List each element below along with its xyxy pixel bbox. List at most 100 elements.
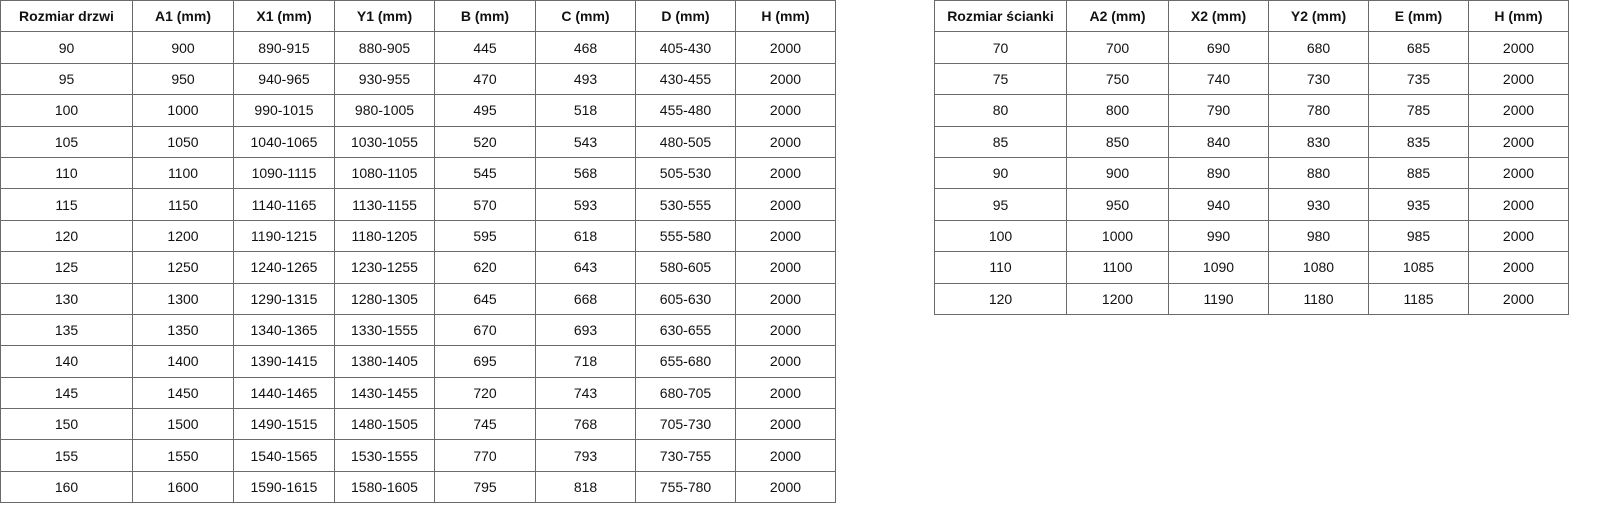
table-cell: 2000 (735, 31, 836, 64)
table-row: 95 950 940 930 935 2000 (934, 188, 1569, 221)
table-cell: 1085 (1368, 251, 1469, 284)
table-cell: 1380-1405 (334, 345, 435, 378)
table-row: 150 1500 1490-1515 1480-1505 745 768 705-730 20… (0, 408, 836, 441)
table-cell: 1300 (132, 282, 234, 315)
table-cell: 1140-1165 (233, 188, 335, 221)
table-cell: 655-680 (635, 345, 736, 378)
table-cell: 768 (535, 408, 636, 441)
table-cell: 1040-1065 (233, 125, 335, 158)
table-cell: 880 (1268, 156, 1369, 190)
table-cell: 2000 (1468, 125, 1569, 158)
table-cell: 1030-1055 (334, 125, 435, 158)
table-cell: 830 (1268, 125, 1369, 158)
table-cell: 445 (434, 31, 536, 64)
table-cell: 695 (434, 345, 536, 378)
table-cell: 110 (934, 251, 1067, 284)
table-cell: 530-555 (635, 188, 736, 221)
table-cell: 2000 (1468, 188, 1569, 221)
table-cell: 750 (1066, 62, 1169, 96)
table-cell: 1600 (132, 470, 234, 504)
table-cell: 1100 (132, 156, 234, 190)
table-cell: 1185 (1368, 282, 1469, 315)
table-cell: 1190 (1168, 282, 1269, 315)
table-cell: 743 (535, 376, 636, 410)
table-cell: 1540-1565 (233, 439, 335, 472)
table-row: 110 1100 1090-1115 1080-1105 545 568 505-530 20… (0, 156, 836, 190)
table-cell: 980-1005 (334, 94, 435, 127)
table-row: 95 950 940-965 930-955 470 493 430-455 2000 (0, 62, 836, 96)
table-row: 100 1000 990-1015 980-1005 495 518 455-480 2000 (0, 94, 836, 127)
table-cell: 1090-1115 (233, 156, 335, 190)
table-cell: 1550 (132, 439, 234, 472)
column-header: D (mm) (635, 0, 736, 33)
table-cell: 110 (0, 156, 133, 190)
column-header: A2 (mm) (1066, 0, 1169, 33)
table-cell: 1230-1255 (334, 251, 435, 284)
table-cell: 2000 (1468, 62, 1569, 96)
table-cell: 480-505 (635, 125, 736, 158)
table-cell: 890-915 (233, 31, 335, 64)
table-cell: 115 (0, 188, 133, 221)
table-cell: 2000 (735, 251, 836, 284)
table-cell: 935 (1368, 188, 1469, 221)
column-header: C (mm) (535, 0, 636, 33)
table-header-row: Rozmiar ścianki A2 (mm) X2 (mm) Y2 (mm) E (m… (934, 0, 1569, 33)
table-row: 105 1050 1040-1065 1030-1055 520 543 480-505 20… (0, 125, 836, 158)
door-size-table: Rozmiar drzwi A1 (mm) X1 (mm) Y1 (mm) B (mm)… (0, 0, 836, 504)
table-cell: 1350 (132, 313, 234, 347)
table-cell: 120 (934, 282, 1067, 315)
table-cell: 900 (132, 31, 234, 64)
table-cell: 880-905 (334, 31, 435, 64)
table-cell: 1130-1155 (334, 188, 435, 221)
table-cell: 740 (1168, 62, 1269, 96)
table-cell: 2000 (735, 62, 836, 96)
table-cell: 705-730 (635, 408, 736, 441)
table-cell: 593 (535, 188, 636, 221)
table-cell: 670 (434, 313, 536, 347)
table-cell: 120 (0, 219, 133, 253)
table-cell: 595 (434, 219, 536, 253)
table-row: 110 1100 1090 1080 1085 2000 (934, 251, 1569, 284)
table-row: 120 1200 1190-1215 1180-1205 595 618 555-580 20… (0, 219, 836, 253)
table-cell: 690 (1168, 31, 1269, 64)
table-cell: 1290-1315 (233, 282, 335, 315)
table-cell: 1280-1305 (334, 282, 435, 315)
table-cell: 770 (434, 439, 536, 472)
table-cell: 795 (434, 470, 536, 504)
table-cell: 1180 (1268, 282, 1369, 315)
table-cell: 468 (535, 31, 636, 64)
table-cell: 2000 (735, 376, 836, 410)
table-cell: 2000 (735, 408, 836, 441)
table-cell: 2000 (735, 156, 836, 190)
table-row: 160 1600 1590-1615 1580-1605 795 818 755-780 20… (0, 470, 836, 504)
table-cell: 455-480 (635, 94, 736, 127)
table-row: 125 1250 1240-1265 1230-1255 620 643 580-605 20… (0, 251, 836, 284)
column-header: X2 (mm) (1168, 0, 1269, 33)
table-cell: 745 (434, 408, 536, 441)
table-cell: 818 (535, 470, 636, 504)
table-cell: 2000 (735, 313, 836, 347)
table-row: 90 900 890-915 880-905 445 468 405-430 2000 (0, 31, 836, 64)
table-cell: 785 (1368, 94, 1469, 127)
table-cell: 1440-1465 (233, 376, 335, 410)
column-header: E (mm) (1368, 0, 1469, 33)
table-cell: 1390-1415 (233, 345, 335, 378)
table-cell: 755-780 (635, 470, 736, 504)
table-cell: 1500 (132, 408, 234, 441)
table-cell: 930 (1268, 188, 1369, 221)
table-cell: 155 (0, 439, 133, 472)
table-cell: 75 (934, 62, 1067, 96)
table-cell: 2000 (735, 94, 836, 127)
table-cell: 505-530 (635, 156, 736, 190)
table-cell: 2000 (1468, 156, 1569, 190)
table-cell: 90 (0, 31, 133, 64)
table-cell: 620 (434, 251, 536, 284)
table-cell: 630-655 (635, 313, 736, 347)
table-cell: 1480-1505 (334, 408, 435, 441)
table-cell: 2000 (1468, 94, 1569, 127)
table-cell: 495 (434, 94, 536, 127)
table-cell: 835 (1368, 125, 1469, 158)
table-header-row: Rozmiar drzwi A1 (mm) X1 (mm) Y1 (mm) B (mm)… (0, 0, 836, 33)
table-cell: 730 (1268, 62, 1369, 96)
table-cell: 150 (0, 408, 133, 441)
